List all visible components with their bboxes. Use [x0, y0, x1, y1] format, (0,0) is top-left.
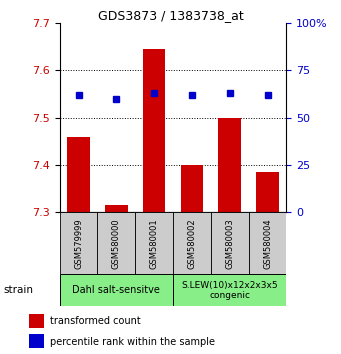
Text: S.LEW(10)x12x2x3x5
congenic: S.LEW(10)x12x2x3x5 congenic	[181, 281, 278, 300]
Bar	[173, 212, 211, 274]
Bar	[143, 49, 165, 212]
Text: GSM580003: GSM580003	[225, 218, 234, 269]
Bar	[67, 137, 90, 212]
Bar	[219, 118, 241, 212]
Bar	[256, 172, 279, 212]
Bar	[105, 205, 128, 212]
Text: strain: strain	[3, 285, 33, 295]
Bar	[249, 212, 286, 274]
Bar	[29, 314, 44, 328]
Text: GSM580001: GSM580001	[150, 218, 159, 269]
Bar	[98, 212, 135, 274]
Text: Dahl salt-sensitve: Dahl salt-sensitve	[72, 285, 160, 295]
Text: GSM580000: GSM580000	[112, 218, 121, 269]
Bar	[29, 334, 44, 348]
Text: transformed count: transformed count	[50, 316, 141, 326]
Text: GSM580004: GSM580004	[263, 218, 272, 269]
Bar	[211, 212, 249, 274]
Text: GDS3873 / 1383738_at: GDS3873 / 1383738_at	[98, 9, 243, 22]
Bar	[135, 212, 173, 274]
Text: percentile rank within the sample: percentile rank within the sample	[50, 337, 215, 347]
Text: GSM579999: GSM579999	[74, 218, 83, 269]
Bar	[181, 165, 203, 212]
Bar	[173, 274, 286, 306]
Bar	[60, 274, 173, 306]
Text: GSM580002: GSM580002	[188, 218, 196, 269]
Bar	[60, 212, 98, 274]
